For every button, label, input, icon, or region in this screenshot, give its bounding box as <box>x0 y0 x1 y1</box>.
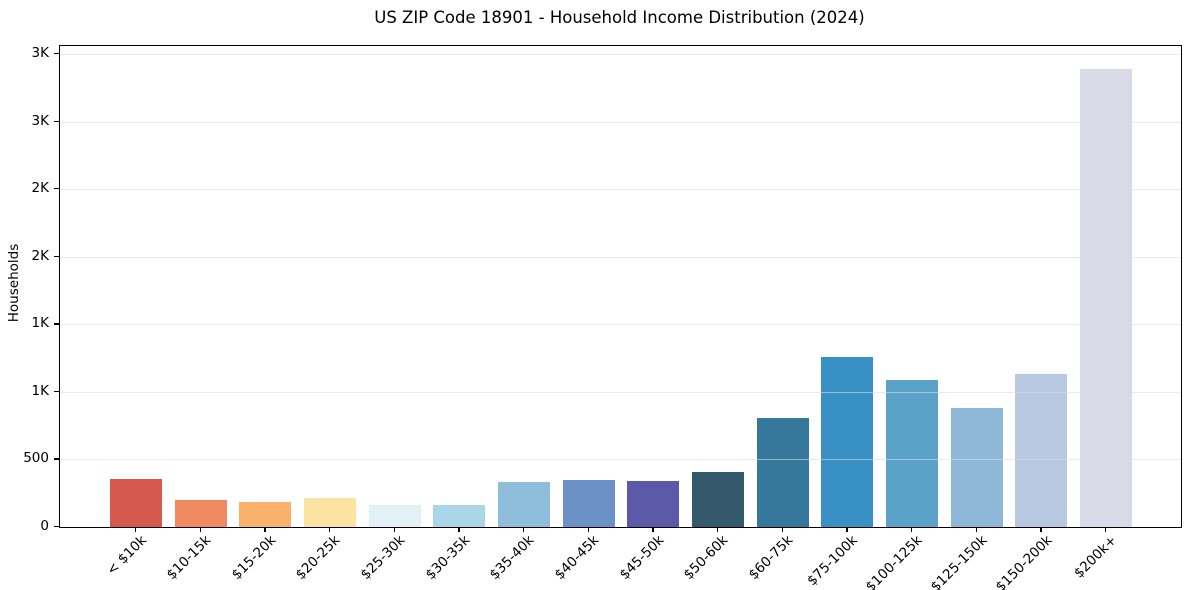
y-tick-mark <box>54 390 59 393</box>
bar <box>627 480 680 527</box>
x-tick-label: $75-100k <box>804 532 862 590</box>
x-tick-mark <box>781 527 783 532</box>
gridline <box>60 54 1181 56</box>
x-tick-mark <box>652 527 654 532</box>
bar <box>433 504 486 527</box>
x-tick-label: $45-50k <box>616 532 668 583</box>
bar <box>756 417 809 527</box>
x-tick-label: $25-30k <box>357 532 409 583</box>
y-tick-mark <box>54 53 59 55</box>
gridline <box>60 391 1181 393</box>
bar <box>562 480 615 527</box>
x-tick-label: $200k+ <box>1070 532 1120 582</box>
bar <box>950 408 1003 527</box>
gridline <box>60 121 1181 123</box>
bar <box>174 500 227 527</box>
y-tick-mark <box>54 323 59 325</box>
x-tick-mark <box>1040 527 1042 532</box>
bar <box>1080 68 1133 527</box>
x-tick-mark <box>264 527 266 532</box>
x-tick-label: $100-125k <box>862 532 926 590</box>
x-tick-mark <box>329 527 331 532</box>
bar <box>368 504 421 527</box>
x-tick-mark <box>135 527 137 532</box>
y-tick-mark <box>54 120 59 122</box>
bar <box>692 471 744 527</box>
gridline <box>60 256 1181 258</box>
y-tick-mark <box>54 526 59 528</box>
x-tick-label: $35-40k <box>486 532 538 583</box>
x-tick-mark <box>975 527 977 532</box>
x-tick-label: $60-75k <box>745 532 797 583</box>
y-tick-label: 1K <box>31 382 49 399</box>
y-tick-label: 3K <box>31 112 49 129</box>
bar <box>498 481 550 527</box>
bar <box>821 356 874 527</box>
y-tick-label: 3K <box>31 45 49 62</box>
x-tick-label: $20-25k <box>292 532 344 583</box>
y-tick-label: 2K <box>31 247 49 264</box>
x-tick-label: $15-20k <box>228 532 279 583</box>
y-tick-label: 500 <box>23 450 49 467</box>
gridline <box>60 189 1181 191</box>
chart-title: US ZIP Code 18901 - Household Income Dis… <box>374 8 865 27</box>
y-tick-mark <box>54 188 59 190</box>
x-tick-label: < $10k <box>103 532 150 579</box>
x-tick-mark <box>846 527 848 532</box>
x-tick-label: $30-35k <box>422 532 474 583</box>
x-tick-label: $150-200k <box>992 532 1056 590</box>
x-tick-mark <box>911 527 913 532</box>
y-tick-label: 0 <box>40 518 49 534</box>
x-tick-mark <box>458 527 460 532</box>
x-tick-label: $10-15k <box>163 532 215 583</box>
x-tick-label: $50-60k <box>680 532 732 583</box>
bar <box>239 501 292 527</box>
y-tick-mark <box>54 255 59 258</box>
plot-area <box>59 45 1182 528</box>
y-tick-label: 1K <box>31 315 49 332</box>
bar <box>886 379 938 527</box>
x-tick-label: $125-150k <box>927 532 991 590</box>
x-tick-mark <box>587 527 589 532</box>
x-tick-mark <box>393 527 395 532</box>
gridline <box>60 459 1181 461</box>
x-tick-label: $40-45k <box>551 532 603 583</box>
gridline <box>60 324 1181 326</box>
bar <box>304 497 356 527</box>
y-tick-label: 2K <box>31 180 49 197</box>
bar <box>1015 373 1068 527</box>
x-tick-mark <box>1105 527 1107 532</box>
x-tick-mark <box>523 527 525 532</box>
x-tick-mark <box>199 527 201 532</box>
x-tick-mark <box>717 527 719 532</box>
bar <box>110 479 162 527</box>
y-tick-mark <box>54 458 59 460</box>
